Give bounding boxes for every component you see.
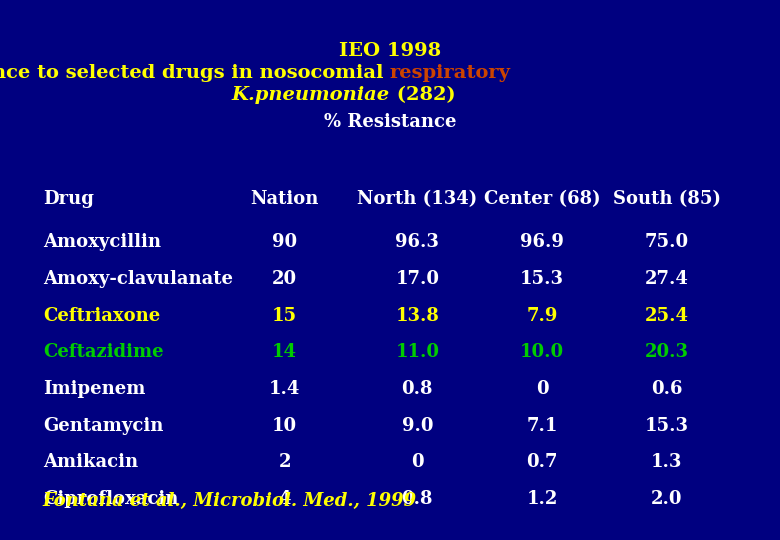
Text: Center (68): Center (68): [484, 190, 601, 208]
Text: Gentamycin: Gentamycin: [43, 417, 163, 435]
Text: Amoxy-clavulanate: Amoxy-clavulanate: [43, 270, 233, 288]
Text: 20.3: 20.3: [645, 343, 689, 361]
Text: Ceftazidime: Ceftazidime: [43, 343, 164, 361]
Text: 0.7: 0.7: [526, 454, 558, 471]
Text: Incidence of resistance to selected drugs in nosocomial: Incidence of resistance to selected drug…: [0, 64, 390, 82]
Text: 15: 15: [272, 307, 297, 325]
Text: Drug: Drug: [43, 190, 94, 208]
Text: North (134): North (134): [357, 190, 477, 208]
Text: 96.3: 96.3: [395, 233, 439, 251]
Text: 15.3: 15.3: [645, 417, 689, 435]
Text: 14: 14: [272, 343, 297, 361]
Text: 2: 2: [278, 454, 291, 471]
Text: 0: 0: [536, 380, 548, 398]
Text: 7.1: 7.1: [526, 417, 558, 435]
Text: 11.0: 11.0: [395, 343, 439, 361]
Text: 0.6: 0.6: [651, 380, 682, 398]
Text: Amikacin: Amikacin: [43, 454, 138, 471]
Text: Imipenem: Imipenem: [43, 380, 145, 398]
Text: % Resistance: % Resistance: [324, 113, 456, 131]
Text: 15.3: 15.3: [520, 270, 564, 288]
Text: respiratory: respiratory: [390, 64, 511, 82]
Text: 27.4: 27.4: [645, 270, 689, 288]
Text: 75.0: 75.0: [645, 233, 689, 251]
Text: 0.8: 0.8: [402, 490, 433, 508]
Text: 20: 20: [272, 270, 297, 288]
Text: 0: 0: [411, 454, 424, 471]
Text: 1.3: 1.3: [651, 454, 682, 471]
Text: 17.0: 17.0: [395, 270, 439, 288]
Text: 7.9: 7.9: [526, 307, 558, 325]
Text: Ciprofloxacin: Ciprofloxacin: [43, 490, 179, 508]
Text: Ceftriaxone: Ceftriaxone: [43, 307, 160, 325]
Text: Fontana et al., Microbiol. Med., 1999: Fontana et al., Microbiol. Med., 1999: [43, 492, 417, 510]
Text: 90: 90: [272, 233, 297, 251]
Text: (282): (282): [390, 86, 456, 104]
Text: Nation: Nation: [250, 190, 319, 208]
Text: Amoxycillin: Amoxycillin: [43, 233, 161, 251]
Text: 9.0: 9.0: [402, 417, 433, 435]
Text: 0.8: 0.8: [402, 380, 433, 398]
Text: 2.0: 2.0: [651, 490, 682, 508]
Text: 25.4: 25.4: [645, 307, 689, 325]
Text: 13.8: 13.8: [395, 307, 439, 325]
Text: 10.0: 10.0: [520, 343, 564, 361]
Text: K.pneumoniae: K.pneumoniae: [232, 86, 390, 104]
Text: 96.9: 96.9: [520, 233, 564, 251]
Text: South (85): South (85): [613, 190, 721, 208]
Text: 1.2: 1.2: [526, 490, 558, 508]
Text: IEO 1998: IEO 1998: [339, 43, 441, 60]
Text: 4: 4: [278, 490, 291, 508]
Text: 10: 10: [272, 417, 297, 435]
Text: 1.4: 1.4: [269, 380, 300, 398]
